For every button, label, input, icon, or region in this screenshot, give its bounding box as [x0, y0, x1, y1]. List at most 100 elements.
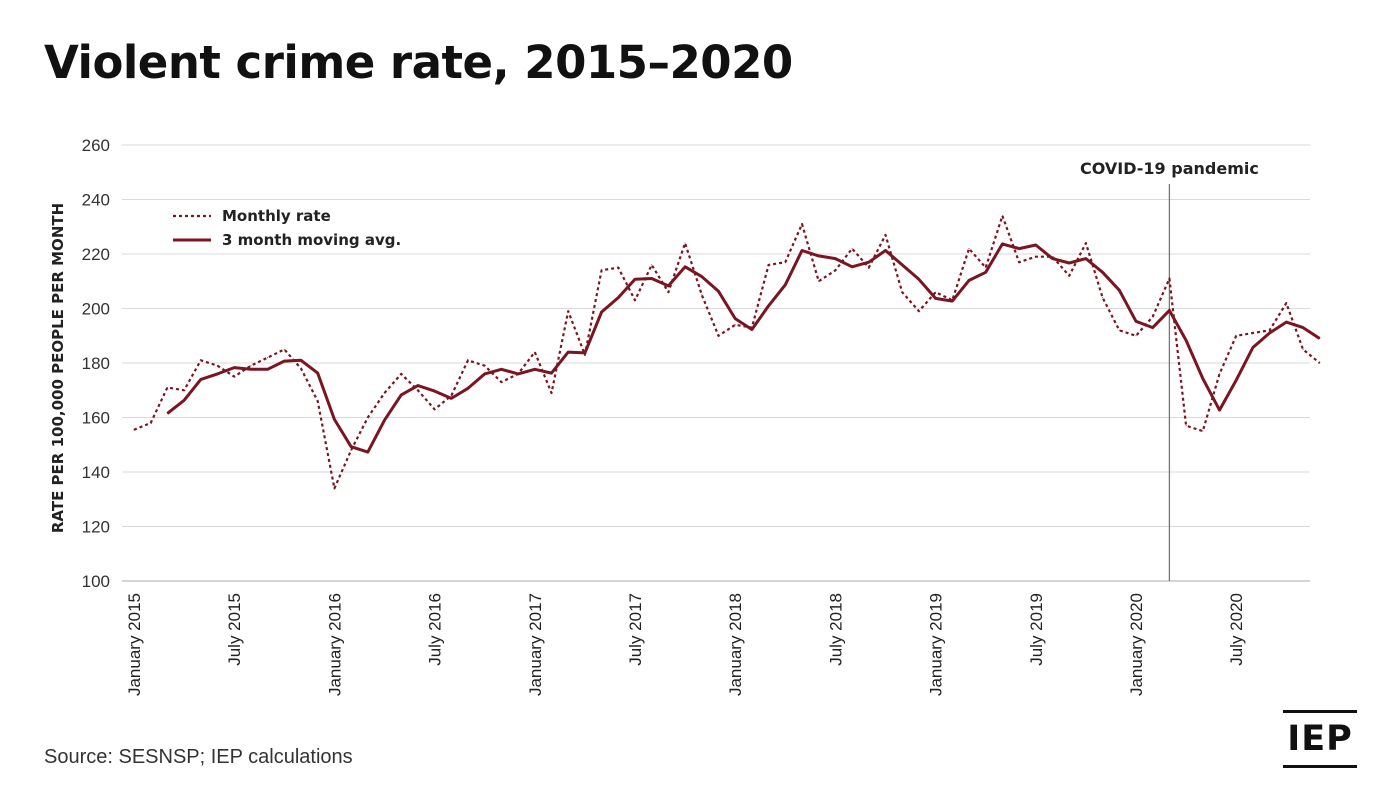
point-moving-avg	[1168, 309, 1170, 311]
legend: Monthly rate 3 month moving avg.	[173, 207, 401, 249]
point-monthly-rate	[166, 387, 168, 388]
point-moving-avg	[517, 373, 519, 375]
y-axis-label: RATE PER 100,000 PEOPLE PER MONTH	[49, 203, 67, 533]
point-moving-avg	[1185, 339, 1187, 341]
point-monthly-rate	[667, 291, 669, 293]
point-moving-avg	[1302, 327, 1304, 329]
y-tick-label: 220	[82, 245, 110, 264]
point-monthly-rate	[567, 310, 569, 312]
point-moving-avg	[784, 284, 786, 286]
point-monthly-rate	[1235, 335, 1237, 337]
point-monthly-rate	[1118, 329, 1120, 331]
point-moving-avg	[1018, 248, 1020, 250]
logo-rule-top	[1283, 710, 1357, 713]
point-moving-avg	[450, 397, 452, 399]
point-monthly-rate	[250, 365, 252, 367]
point-moving-avg	[584, 352, 586, 354]
point-monthly-rate	[217, 365, 218, 367]
point-moving-avg	[317, 372, 319, 374]
point-monthly-rate	[935, 291, 937, 293]
point-moving-avg	[333, 418, 335, 420]
point-monthly-rate	[367, 417, 369, 418]
point-monthly-rate	[484, 365, 486, 367]
point-monthly-rate	[617, 267, 619, 269]
point-monthly-rate	[701, 294, 703, 296]
point-moving-avg	[283, 360, 285, 362]
point-moving-avg	[400, 394, 402, 396]
x-tick-label: July 2017	[626, 593, 645, 666]
point-moving-avg	[951, 300, 953, 302]
point-moving-avg	[1269, 332, 1271, 334]
point-monthly-rate	[350, 449, 352, 451]
point-moving-avg	[267, 368, 269, 370]
x-tick-label: January 2018	[726, 593, 745, 696]
point-moving-avg	[1219, 409, 1220, 411]
point-moving-avg	[935, 297, 937, 299]
legend-label-moving-avg: 3 month moving avg.	[222, 231, 401, 249]
x-tick-label: July 2015	[225, 593, 244, 666]
point-moving-avg	[183, 399, 185, 401]
series-line-moving-avg	[166, 242, 1321, 454]
point-moving-avg	[1285, 321, 1287, 323]
y-tick-label: 260	[82, 136, 110, 155]
x-tick-label: January 2015	[125, 593, 144, 696]
point-moving-avg	[667, 285, 669, 287]
point-moving-avg	[734, 318, 736, 320]
point-monthly-rate	[1202, 430, 1204, 432]
point-monthly-rate	[400, 373, 402, 375]
point-monthly-rate	[901, 291, 903, 293]
point-monthly-rate	[267, 357, 269, 359]
point-monthly-rate	[133, 429, 135, 431]
point-moving-avg	[534, 368, 536, 370]
point-moving-avg	[500, 368, 502, 370]
point-monthly-rate	[1252, 332, 1254, 334]
x-tick-label: July 2016	[426, 593, 445, 666]
point-moving-avg	[166, 412, 168, 414]
y-tick-label: 140	[82, 463, 110, 482]
point-monthly-rate	[1018, 261, 1020, 263]
point-moving-avg	[834, 258, 836, 260]
point-monthly-rate	[985, 267, 987, 269]
point-moving-avg	[1068, 262, 1070, 264]
point-moving-avg	[1102, 271, 1104, 273]
point-monthly-rate	[551, 392, 552, 394]
point-moving-avg	[718, 290, 719, 292]
point-monthly-rate	[1152, 316, 1154, 318]
point-monthly-rate	[651, 264, 653, 266]
point-moving-avg	[1202, 378, 1204, 379]
point-monthly-rate	[734, 324, 736, 326]
point-monthly-rate	[317, 400, 319, 402]
point-monthly-rate	[384, 392, 385, 394]
point-moving-avg	[1152, 327, 1154, 329]
point-moving-avg	[634, 278, 636, 280]
point-moving-avg	[484, 373, 486, 375]
series-line-monthly-rate	[133, 214, 1321, 490]
logo-text: IEP	[1287, 719, 1353, 759]
point-monthly-rate	[300, 368, 302, 369]
logo-rule-bottom	[1283, 765, 1357, 768]
point-monthly-rate	[818, 280, 820, 282]
point-moving-avg	[885, 250, 886, 251]
point-moving-avg	[617, 297, 619, 299]
point-monthly-rate	[450, 395, 452, 397]
point-monthly-rate	[1102, 297, 1104, 299]
point-moving-avg	[768, 305, 770, 307]
point-monthly-rate	[417, 389, 419, 391]
point-moving-avg	[868, 261, 870, 263]
chart-title: Violent crime rate, 2015–2020	[44, 36, 793, 89]
point-moving-avg	[350, 446, 352, 448]
point-monthly-rate	[851, 248, 853, 250]
point-moving-avg	[250, 368, 252, 370]
point-moving-avg	[434, 390, 436, 392]
point-monthly-rate	[1001, 215, 1003, 217]
point-moving-avg	[651, 278, 653, 279]
point-monthly-rate	[834, 269, 836, 271]
point-monthly-rate	[1185, 425, 1187, 427]
point-monthly-rate	[200, 359, 202, 361]
point-moving-avg	[1085, 258, 1087, 260]
point-monthly-rate	[434, 408, 436, 410]
point-moving-avg	[985, 271, 987, 273]
point-moving-avg	[801, 250, 803, 251]
point-moving-avg	[367, 451, 369, 453]
